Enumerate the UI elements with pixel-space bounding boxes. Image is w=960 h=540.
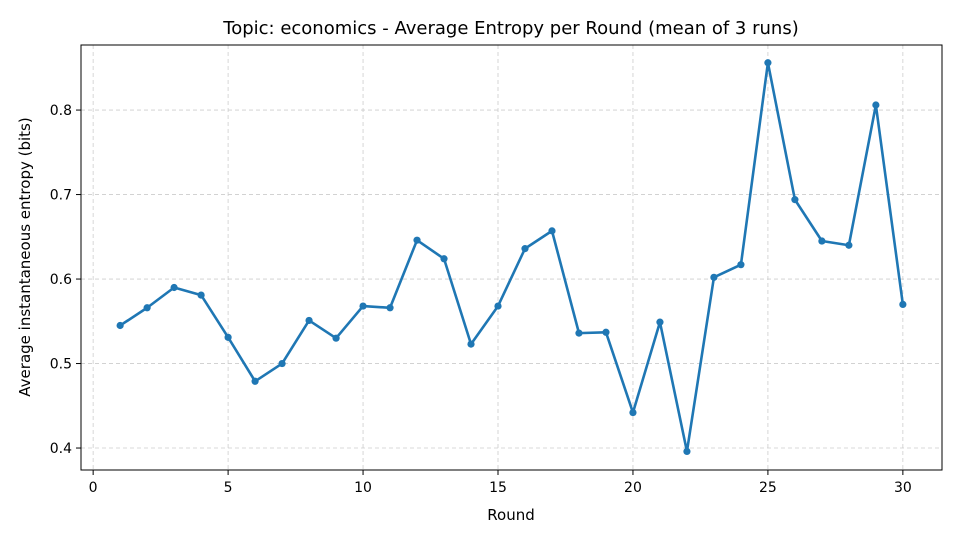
data-point [872,101,880,109]
series-line [118,61,905,453]
data-point [143,304,151,312]
data-point [656,318,664,326]
x-tick-label: 0 [89,480,98,496]
data-point [359,302,367,310]
data-point [251,377,259,385]
x-tick-label: 5 [224,480,233,496]
data-point [737,261,745,269]
data-point [116,321,124,330]
data-point [494,302,502,310]
data-point [170,283,178,292]
data-point [683,447,691,456]
data-point [791,196,799,204]
y-axis-label: Average instantaneous entropy (bits) [16,117,34,396]
data-point [278,359,286,368]
x-tick-label: 20 [624,480,642,496]
x-tick-label: 15 [489,480,507,496]
y-tick-label: 0.4 [50,441,72,457]
data-point [764,59,772,67]
data-point [440,255,448,263]
data-point [332,334,340,342]
x-tick-label: 25 [759,480,777,496]
data-point [521,245,529,253]
plot-frame [80,44,943,471]
data-point [899,300,907,308]
data-point [575,329,583,337]
x-axis-ticks: 0 5 10 15 20 25 30 [89,470,912,496]
data-point [548,227,556,235]
data-point [602,328,610,336]
grid [81,45,942,470]
data-point [386,304,394,312]
data-point [818,237,826,245]
y-tick-label: 0.7 [50,188,72,204]
data-points [116,59,907,456]
data-point [710,273,718,281]
x-tick-label: 10 [354,480,372,496]
data-point [629,408,637,417]
data-point [413,236,421,244]
data-point [305,316,313,325]
x-axis-label: Round [487,506,534,524]
y-tick-label: 0.6 [50,272,72,288]
data-point [224,333,232,341]
y-tick-label: 0.5 [50,357,72,373]
data-point [467,340,475,348]
x-tick-label: 30 [894,480,912,496]
chart-title: Topic: economics - Average Entropy per R… [222,18,798,39]
data-point [845,241,853,249]
y-tick-label: 0.8 [50,103,72,119]
y-axis-ticks: 0.4 0.5 0.6 0.7 0.8 [50,103,81,457]
data-point [197,291,205,299]
